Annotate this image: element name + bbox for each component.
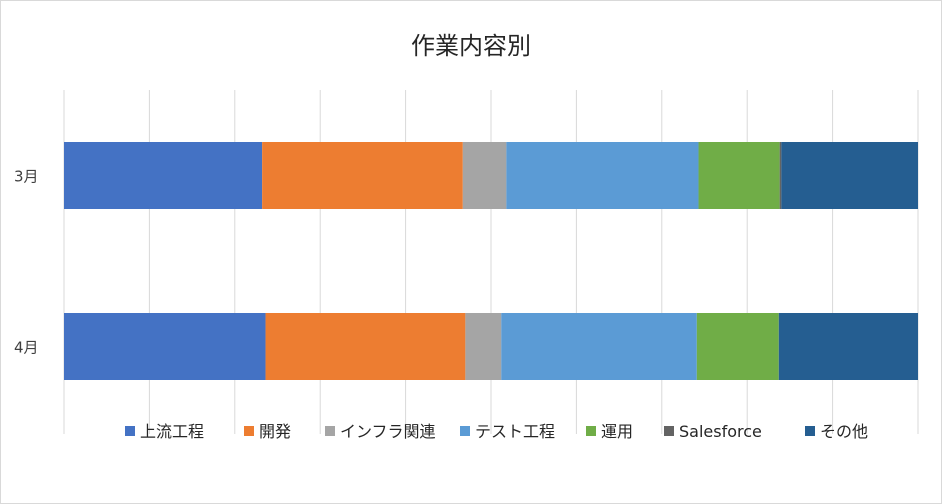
legend-label: テスト工程 [475, 422, 555, 441]
bar-segment-2-4 [501, 313, 697, 380]
bar-segment-1-6 [779, 142, 782, 209]
bar-segment-1-2 [262, 142, 463, 209]
chart-title: 作業内容別 [411, 32, 531, 60]
legend-label: 上流工程 [140, 422, 204, 441]
legend-swatch [586, 426, 596, 436]
bar-segment-1-5 [698, 142, 780, 209]
legend-swatch [125, 426, 135, 436]
bar-segment-2-1 [64, 313, 266, 380]
bar-segment-2-7 [778, 313, 918, 380]
legend-label: その他 [820, 422, 868, 441]
legend-swatch [805, 426, 815, 436]
legend-label: 開発 [259, 422, 291, 441]
bar-segment-2-3 [465, 313, 502, 380]
legend-swatch [325, 426, 335, 436]
legend-swatch [460, 426, 470, 436]
bar-segment-1-7 [781, 142, 918, 209]
bar-segment-1-3 [462, 142, 507, 209]
legend-label: Salesforce [679, 422, 762, 441]
bar-segment-1-4 [506, 142, 699, 209]
category-label: 4月 [14, 339, 39, 357]
category-label: 3月 [14, 168, 39, 186]
legend-swatch [664, 426, 674, 436]
bar-segment-2-5 [696, 313, 779, 380]
legend-swatch [244, 426, 254, 436]
bar-segment-1-1 [64, 142, 263, 209]
legend-label: 運用 [601, 422, 633, 441]
legend-label: インフラ関連 [340, 422, 436, 441]
bar-segment-2-2 [265, 313, 466, 380]
